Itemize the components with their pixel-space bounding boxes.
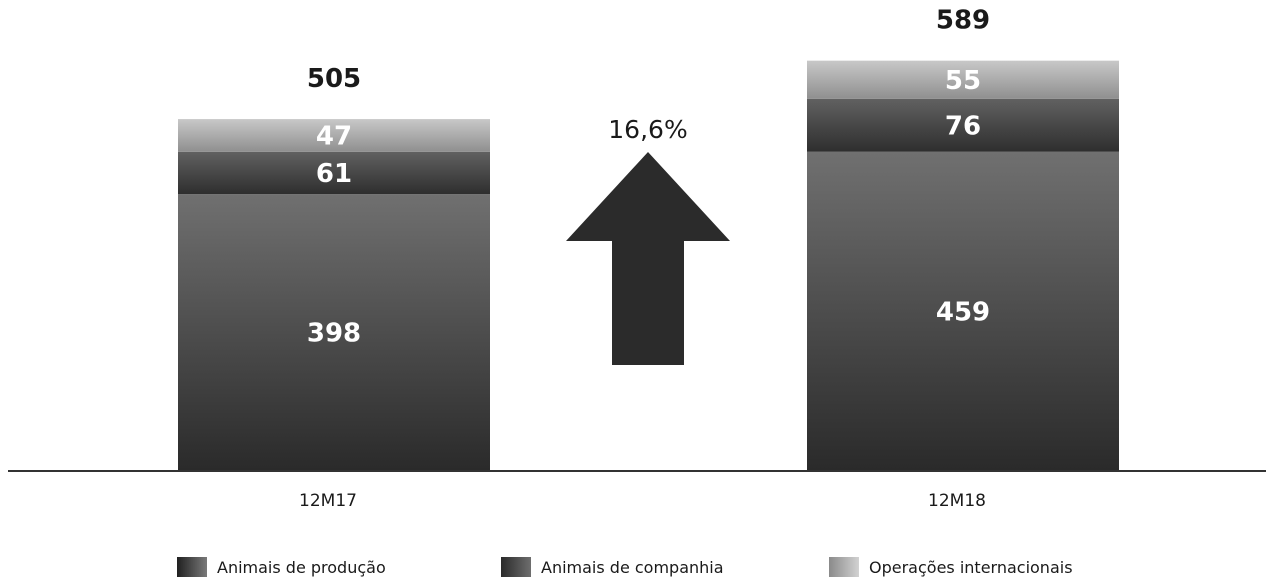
total-label-12m18: 589: [936, 6, 990, 36]
bar-segment-12m18-operacoes-internacionais: [807, 60, 1119, 99]
legend-item-animais-de-producao: Animais de produção: [177, 555, 386, 579]
legend-swatch-operacoes-internacionais: [829, 557, 859, 577]
legend-swatch-animais-de-producao: [177, 557, 207, 577]
bars-group: [178, 60, 1119, 472]
segment-value-label-12m17-animais-de-companhia: 61: [316, 159, 352, 189]
segment-value-label-12m17-operacoes-internacionais: 47: [316, 121, 352, 151]
labels-group: 398 61 47 505 12M17 459 76 55 589 12M18: [299, 6, 990, 511]
bar-segment-12m17-operacoes-internacionais: [178, 119, 490, 152]
segment-value-label-12m17-animais-de-producao: 398: [307, 319, 361, 349]
legend-swatch-animais-de-companhia: [501, 557, 531, 577]
category-label-12m18: 12M18: [928, 491, 986, 511]
category-label-12m17: 12M17: [299, 491, 357, 511]
segment-value-label-12m18-animais-de-producao: 459: [936, 297, 990, 327]
growth-arrow-group: 16,6%: [566, 115, 730, 365]
bar-segment-12m18-animais-de-producao: [807, 151, 1119, 471]
growth-percentage-label: 16,6%: [608, 115, 687, 144]
legend-item-animais-de-companhia: Animais de companhia: [501, 555, 724, 579]
bar-segment-12m18-animais-de-companhia: [807, 98, 1119, 152]
bar-segment-12m17-animais-de-companhia: [178, 151, 490, 195]
segment-value-label-12m18-animais-de-companhia: 76: [945, 111, 981, 141]
total-label-12m17: 505: [307, 64, 361, 94]
growth-arrow-icon: [566, 152, 730, 365]
legend-label-animais-de-companhia: Animais de companhia: [541, 557, 724, 577]
segment-value-label-12m18-operacoes-internacionais: 55: [945, 66, 981, 96]
legend: Animais de produção Animais de companhia…: [0, 555, 1275, 579]
legend-label-operacoes-internacionais: Operações internacionais: [869, 557, 1073, 577]
legend-label-animais-de-producao: Animais de produção: [217, 557, 386, 577]
bar-segment-12m17-animais-de-producao: [178, 194, 490, 472]
legend-item-operacoes-internacionais: Operações internacionais: [829, 555, 1073, 579]
